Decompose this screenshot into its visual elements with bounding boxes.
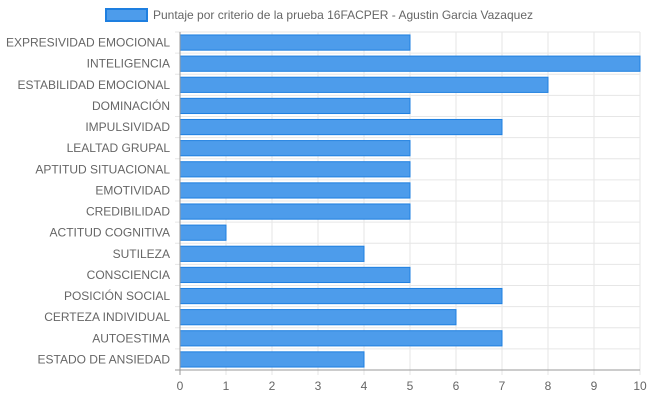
legend-label: Puntaje por criterio de la prueba 16FACP… [153,8,533,22]
category-labels: EXPRESIVIDAD EMOCIONAL INTELIGENCIA ESTABI… [6,36,170,367]
bar[interactable] [179,287,503,305]
bar[interactable] [179,76,549,93]
bar[interactable] [179,140,411,157]
x-tick-label: 0 [177,379,184,393]
x-tick-label: 4 [361,379,368,393]
x-tick-label: 3 [315,379,322,393]
category-label: ACTITUD COGNITIVA [50,226,170,240]
category-label: ESTABILIDAD EMOCIONAL [18,78,171,92]
category-label: IMPULSIVIDAD [85,120,170,134]
x-tick-label: 10 [633,379,647,393]
bar[interactable] [179,118,503,136]
bar[interactable] [179,245,365,262]
bar[interactable] [179,182,411,199]
category-label: CERTEZA INDIVIDUAL [44,310,170,324]
x-tick-label: 9 [591,379,598,393]
category-label: EMOTIVIDAD [95,183,170,197]
legend-swatch [105,8,148,22]
legend[interactable]: Puntaje por criterio de la prueba 16FACP… [105,8,533,22]
bar[interactable] [179,34,411,51]
bar[interactable] [179,161,411,178]
bar[interactable] [179,266,411,284]
category-label: LEALTAD GRUPAL [67,141,171,155]
category-label: CONSCIENCIA [87,268,170,282]
category-label: ESTADO DE ANSIEDAD [38,352,171,366]
bar[interactable] [179,203,411,220]
bar[interactable] [179,55,641,72]
x-tick-label: 5 [407,379,414,393]
category-label: POSICIÓN SOCIAL [64,288,170,303]
bar[interactable] [179,224,227,241]
x-tick-label: 7 [499,379,506,393]
category-label: AUTOESTIMA [92,331,170,345]
x-tick-label: 2 [269,379,276,393]
x-tick-label: 8 [545,379,552,393]
x-tick-label: 6 [453,379,460,393]
category-label: APTITUD SITUACIONAL [35,162,170,176]
bars [179,34,641,368]
category-label: CREDIBILIDAD [86,205,170,219]
bar[interactable] [179,97,411,115]
category-label: INTELIGENCIA [87,57,170,71]
bar[interactable] [179,309,457,326]
x-tick-label: 1 [223,379,230,393]
category-label: SUTILEZA [113,247,170,261]
bar[interactable] [179,330,503,347]
x-tick-labels: 0 1 2 3 4 5 6 7 8 9 10 [177,379,647,393]
bar[interactable] [179,351,365,368]
category-label: EXPRESIVIDAD EMOCIONAL [6,36,170,50]
category-label: DOMINACIÓN [92,98,170,113]
